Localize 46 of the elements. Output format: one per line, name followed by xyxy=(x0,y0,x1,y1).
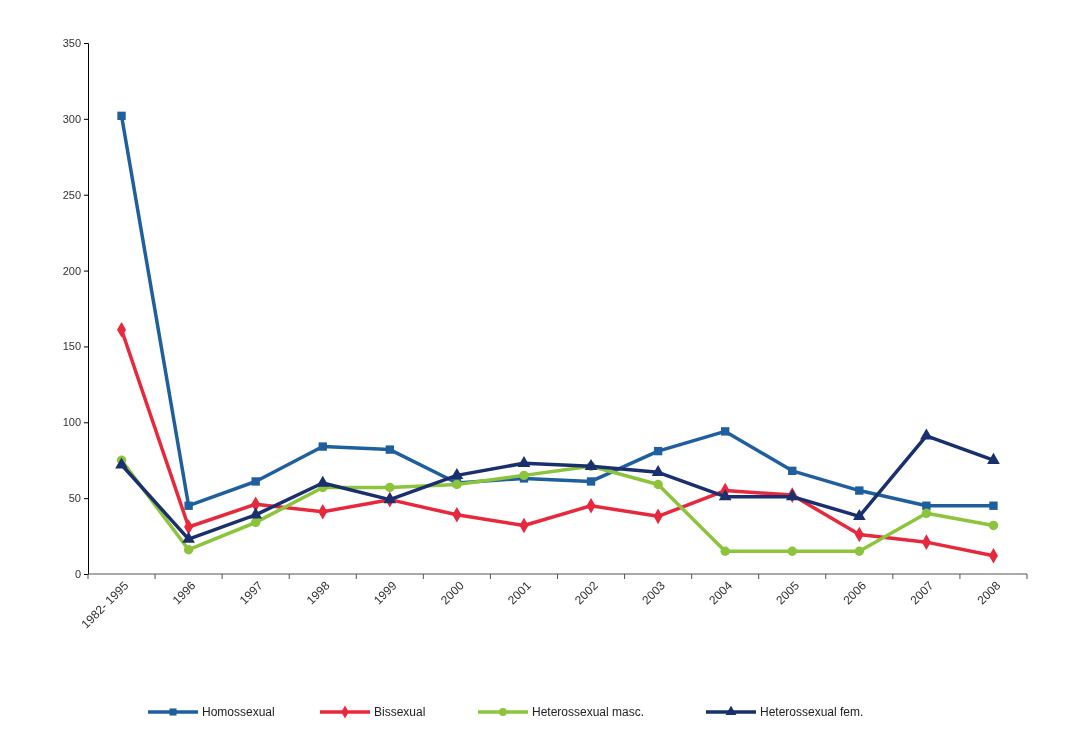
legend-label: Bissexual xyxy=(374,705,426,720)
point xyxy=(921,508,932,519)
legend-label: Heterossexual fem. xyxy=(760,705,864,720)
point xyxy=(920,428,933,440)
y-tick-label: 250 xyxy=(62,188,81,201)
point xyxy=(989,501,998,510)
point xyxy=(718,489,732,501)
point xyxy=(385,445,395,454)
point xyxy=(184,501,193,510)
point xyxy=(251,477,260,486)
y-tick-label: 100 xyxy=(62,416,81,429)
point xyxy=(651,465,665,477)
point xyxy=(787,546,797,556)
point xyxy=(450,468,464,480)
point xyxy=(117,111,126,121)
y-tick-label: 300 xyxy=(62,112,81,125)
y-tick-label: 200 xyxy=(62,264,81,277)
point xyxy=(519,470,529,481)
point xyxy=(987,452,1000,464)
point xyxy=(922,501,931,510)
y-tick-label: 350 xyxy=(62,37,81,50)
point xyxy=(316,475,330,487)
point xyxy=(250,517,261,528)
point xyxy=(249,507,263,519)
legend-label: Homossexual xyxy=(202,705,275,720)
point xyxy=(183,545,194,555)
point xyxy=(385,482,395,493)
point xyxy=(721,427,730,436)
point xyxy=(653,446,663,456)
point xyxy=(115,457,128,469)
y-tick-label: 150 xyxy=(62,340,81,353)
point xyxy=(517,455,531,467)
point xyxy=(988,520,999,531)
point xyxy=(586,477,596,486)
point xyxy=(653,479,663,490)
point xyxy=(383,492,397,504)
point xyxy=(318,442,327,451)
y-tick-label: 0 xyxy=(74,568,81,581)
point xyxy=(788,466,797,476)
point xyxy=(182,531,195,543)
point xyxy=(854,546,865,556)
y-tick-label: 50 xyxy=(68,492,81,505)
point xyxy=(852,509,866,521)
point xyxy=(720,546,730,556)
point xyxy=(855,486,864,495)
legend-label: Heterossexual masc. xyxy=(532,705,645,720)
